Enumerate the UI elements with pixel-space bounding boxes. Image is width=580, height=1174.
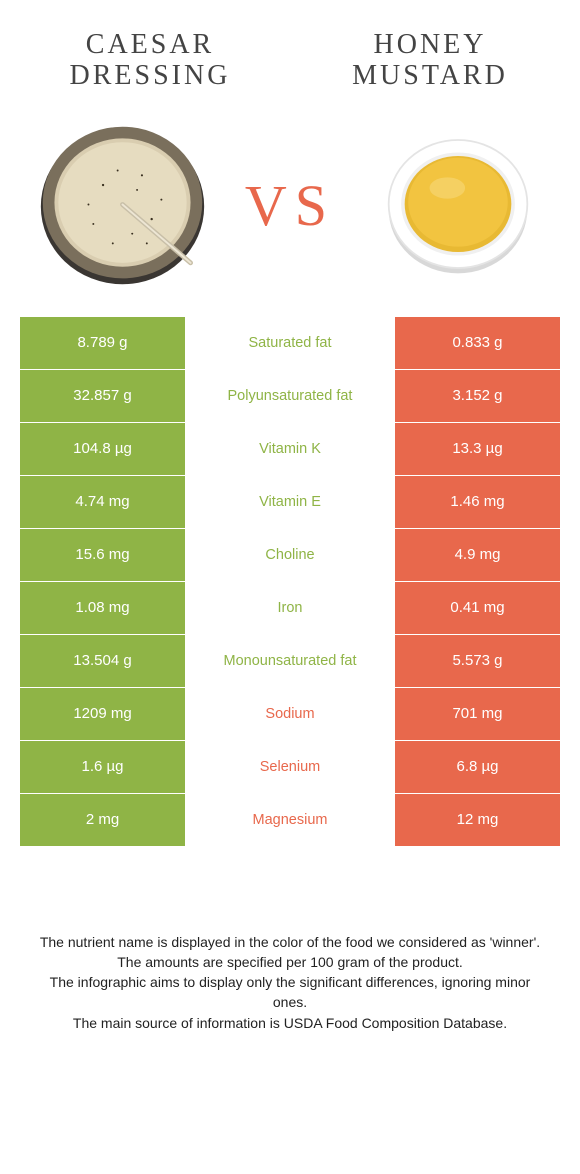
- nutrient-name: Selenium: [185, 741, 395, 793]
- nutrient-row: 8.789 gSaturated fat0.833 g: [20, 317, 560, 370]
- header-row: CAESAR DRESSING HONEY MUSTARD: [0, 0, 580, 102]
- left-value: 104.8 µg: [20, 423, 185, 475]
- footer-text: The nutrient name is displayed in the co…: [0, 847, 580, 1033]
- left-value: 32.857 g: [20, 370, 185, 422]
- nutrient-table: 8.789 gSaturated fat0.833 g32.857 gPolyu…: [0, 317, 580, 847]
- right-value: 13.3 µg: [395, 423, 560, 475]
- left-value: 4.74 mg: [20, 476, 185, 528]
- nutrient-name: Choline: [185, 529, 395, 581]
- nutrient-name: Saturated fat: [185, 317, 395, 369]
- image-row: VS: [0, 102, 580, 317]
- footer-line3: The infographic aims to display only the…: [35, 972, 545, 1013]
- nutrient-name: Polyunsaturated fat: [185, 370, 395, 422]
- nutrient-row: 104.8 µgVitamin K13.3 µg: [20, 423, 560, 476]
- right-food-title: HONEY MUSTARD: [330, 30, 530, 92]
- left-food-title: CAESAR DRESSING: [50, 30, 250, 92]
- nutrient-row: 15.6 mgCholine4.9 mg: [20, 529, 560, 582]
- infographic-container: CAESAR DRESSING HONEY MUSTARD: [0, 0, 580, 1033]
- left-value: 2 mg: [20, 794, 185, 846]
- nutrient-name: Vitamin K: [185, 423, 395, 475]
- right-value: 701 mg: [395, 688, 560, 740]
- nutrient-row: 32.857 gPolyunsaturated fat3.152 g: [20, 370, 560, 423]
- right-value: 0.41 mg: [395, 582, 560, 634]
- nutrient-name: Iron: [185, 582, 395, 634]
- nutrient-name: Sodium: [185, 688, 395, 740]
- right-value: 5.573 g: [395, 635, 560, 687]
- left-title-line2: DRESSING: [70, 60, 231, 91]
- right-title-line1: HONEY: [374, 29, 487, 60]
- left-value: 13.504 g: [20, 635, 185, 687]
- nutrient-name: Monounsaturated fat: [185, 635, 395, 687]
- left-value: 1.08 mg: [20, 582, 185, 634]
- right-value: 1.46 mg: [395, 476, 560, 528]
- left-value: 8.789 g: [20, 317, 185, 369]
- left-title-line1: CAESAR: [86, 29, 214, 60]
- vs-label: VS: [245, 172, 335, 239]
- nutrient-row: 13.504 gMonounsaturated fat5.573 g: [20, 635, 560, 688]
- nutrient-row: 2 mgMagnesium12 mg: [20, 794, 560, 847]
- nutrient-name: Magnesium: [185, 794, 395, 846]
- footer-line2: The amounts are specified per 100 gram o…: [35, 952, 545, 972]
- right-value: 12 mg: [395, 794, 560, 846]
- right-value: 6.8 µg: [395, 741, 560, 793]
- mustard-bowl-image: [370, 117, 545, 292]
- left-value: 1.6 µg: [20, 741, 185, 793]
- right-value: 0.833 g: [395, 317, 560, 369]
- nutrient-row: 4.74 mgVitamin E1.46 mg: [20, 476, 560, 529]
- nutrient-name: Vitamin E: [185, 476, 395, 528]
- nutrient-row: 1209 mgSodium701 mg: [20, 688, 560, 741]
- caesar-bowl-image: [35, 117, 210, 292]
- left-value: 15.6 mg: [20, 529, 185, 581]
- footer-line1: The nutrient name is displayed in the co…: [35, 932, 545, 952]
- right-value: 3.152 g: [395, 370, 560, 422]
- right-value: 4.9 mg: [395, 529, 560, 581]
- footer-line4: The main source of information is USDA F…: [35, 1013, 545, 1033]
- left-value: 1209 mg: [20, 688, 185, 740]
- right-title-line2: MUSTARD: [352, 60, 508, 91]
- nutrient-row: 1.08 mgIron0.41 mg: [20, 582, 560, 635]
- nutrient-row: 1.6 µgSelenium6.8 µg: [20, 741, 560, 794]
